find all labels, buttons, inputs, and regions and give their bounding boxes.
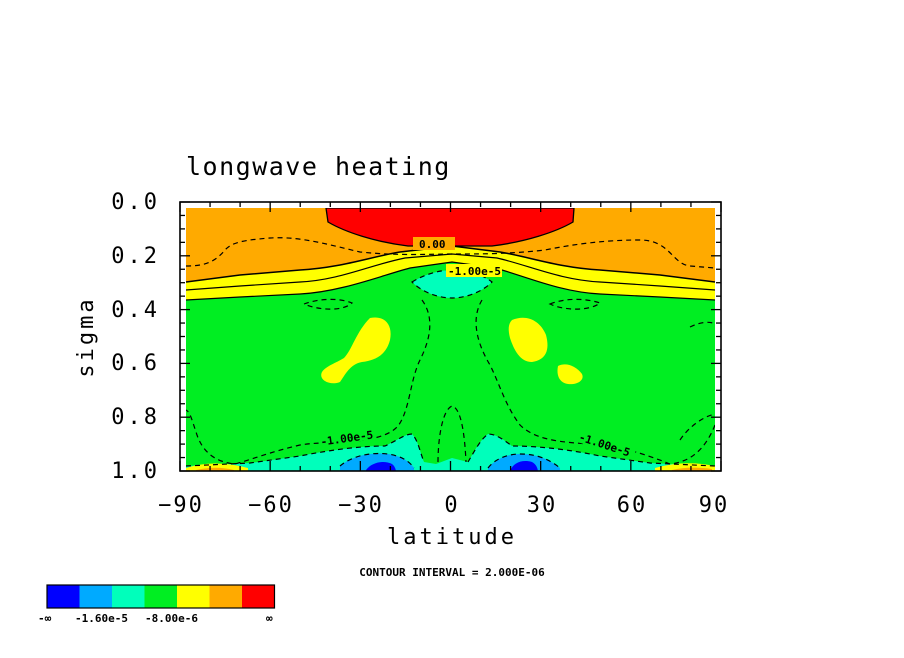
colorbar-labels: -∞ -1.60e-5 -8.00e-6 ∞ <box>38 612 273 625</box>
colorbar-swatch <box>242 585 275 608</box>
colorbar-swatch <box>177 585 210 608</box>
x-tick-label: 60 <box>617 493 648 518</box>
region-blue-right <box>510 461 538 471</box>
contour-line <box>487 453 561 469</box>
contour-line <box>467 433 715 467</box>
colorbar-swatch <box>112 585 145 608</box>
colorbar-swatch <box>47 585 80 608</box>
contour-label: 0.00 <box>419 238 446 251</box>
colorbar-outline <box>46 584 276 609</box>
colorbar-label: -8.00e-6 <box>145 612 198 625</box>
contour-line <box>689 321 715 328</box>
contour-line <box>339 452 415 469</box>
y-tick-label: 0.2 <box>111 244 160 269</box>
y-tick-labels: 0.0 0.2 0.4 0.6 0.8 1.0 <box>111 190 160 484</box>
region-blue-left <box>366 462 396 471</box>
contour-interval-note: CONTOUR INTERVAL = 2.000E-06 <box>359 566 545 579</box>
x-tick-label: −30 <box>338 493 384 518</box>
contour-line <box>186 237 715 269</box>
contour-line <box>475 299 715 465</box>
region-yellow-blob-right <box>508 317 548 362</box>
x-tick-labels: −90 −60 −30 0 30 60 90 <box>158 493 730 518</box>
x-tick-label: 90 <box>699 493 730 518</box>
colorbar <box>46 584 276 609</box>
filled-contours <box>186 208 715 471</box>
colorbar-label: -1.60e-5 <box>75 612 128 625</box>
region-cyan-lower <box>186 434 715 471</box>
region-lightblue-left <box>340 453 414 471</box>
x-tick-label: 30 <box>527 493 558 518</box>
colorbar-swatch <box>79 585 112 608</box>
region-yellow-blob-right-small <box>557 364 583 385</box>
y-axis-label: sigma <box>74 296 99 377</box>
contour-line <box>679 413 715 441</box>
x-tick-label: −60 <box>248 493 294 518</box>
colorbar-swatch <box>209 585 242 608</box>
x-axis-label: latitude <box>387 525 517 550</box>
contour-line <box>302 298 354 310</box>
y-tick-label: 0.0 <box>111 190 160 215</box>
contour-label: -1.00e-5 <box>448 265 501 278</box>
chart-title: longwave heating <box>186 152 451 181</box>
colorbar-label: -∞ <box>38 612 52 625</box>
contour-line <box>186 261 715 301</box>
region-surface-orange-right <box>672 467 712 471</box>
contour-line <box>186 253 715 291</box>
colorbar-swatch <box>144 585 177 608</box>
x-axis-ticks <box>179 202 722 471</box>
region-surface-orange-left <box>196 467 234 471</box>
region-yellow-blob-left <box>321 317 391 384</box>
contour-line <box>186 433 425 467</box>
x-tick-label: −90 <box>158 493 204 518</box>
contour-line <box>186 299 431 465</box>
y-tick-label: 0.6 <box>111 351 160 376</box>
colorbar-label: ∞ <box>266 612 273 625</box>
y-axis-ticks <box>180 201 721 472</box>
region-red-cap <box>325 208 575 247</box>
x-tick-label: 0 <box>444 493 459 518</box>
region-green <box>186 262 715 471</box>
contour-line <box>437 405 467 463</box>
contour-line <box>411 269 493 299</box>
y-tick-label: 0.8 <box>111 405 160 430</box>
y-tick-label: 1.0 <box>111 459 160 484</box>
y-tick-label: 0.4 <box>111 298 160 323</box>
